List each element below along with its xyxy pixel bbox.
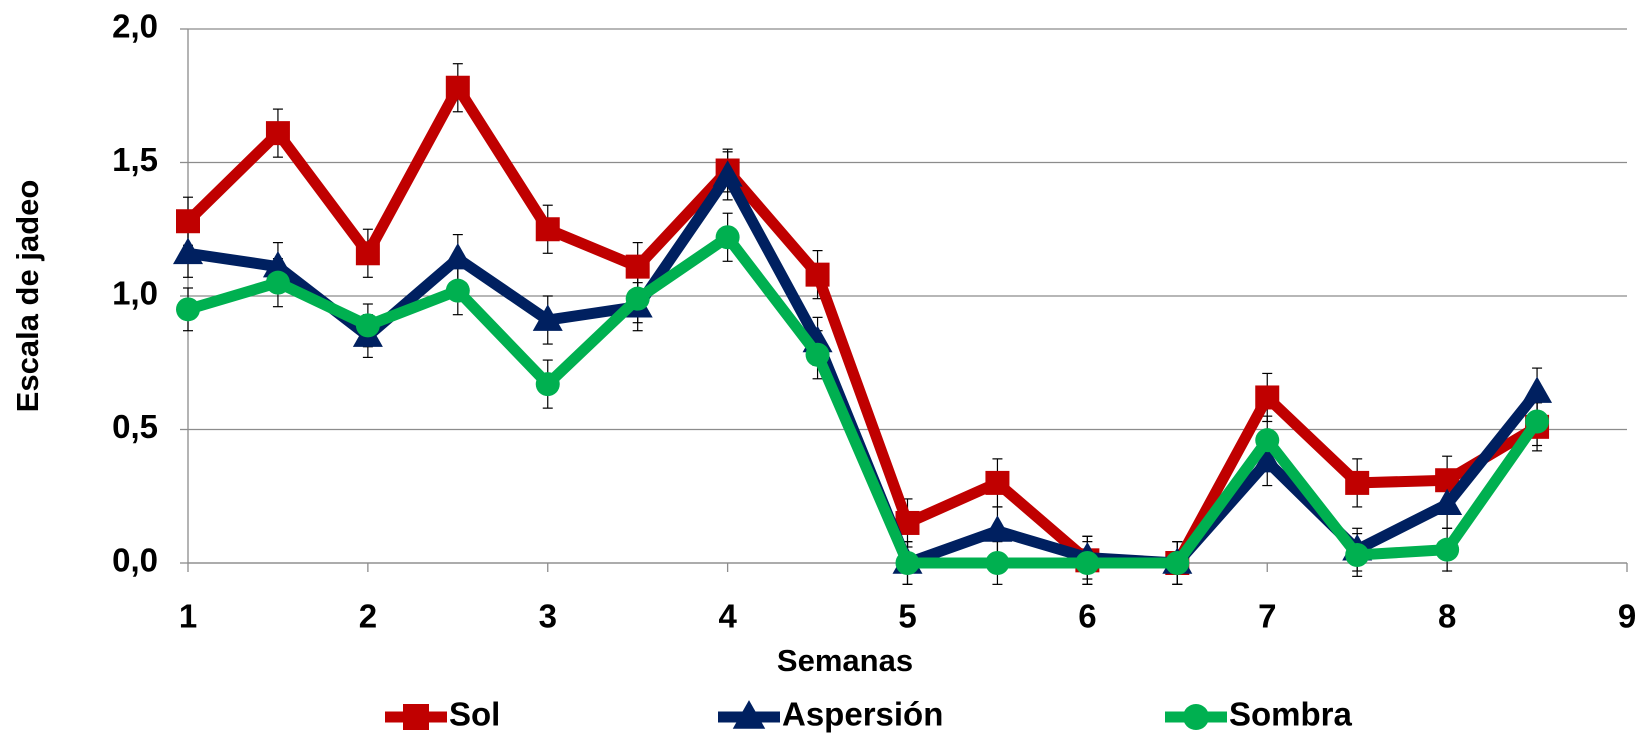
data-point	[1255, 428, 1280, 453]
data-point	[265, 121, 290, 146]
x-axis-title: Semanas	[777, 643, 913, 678]
series-line	[187, 170, 1542, 569]
x-tick-label: 9	[1618, 598, 1636, 635]
data-point	[1525, 409, 1550, 434]
data-point	[982, 515, 1013, 542]
data-point	[176, 297, 200, 322]
y-tick-label: 0,0	[112, 542, 158, 579]
data-point	[445, 75, 470, 100]
legend-label: Sol	[449, 696, 500, 733]
legend-label: Sombra	[1229, 696, 1353, 733]
data-point	[262, 251, 293, 278]
x-tick-label: 8	[1438, 598, 1456, 635]
data-point	[535, 372, 560, 397]
x-tick-label: 5	[898, 598, 916, 635]
data-point	[625, 254, 650, 279]
y-tick-label: 0,5	[112, 408, 158, 445]
data-point	[1252, 445, 1283, 473]
legend-swatch-marker	[1183, 704, 1209, 730]
data-point	[355, 313, 380, 338]
x-tick-label: 4	[718, 598, 737, 635]
data-point	[1345, 542, 1370, 567]
legend-swatch-marker	[732, 700, 766, 729]
data-point	[715, 225, 740, 250]
data-point	[176, 209, 200, 234]
x-tick-label: 6	[1078, 598, 1096, 635]
data-point	[355, 241, 380, 266]
data-point	[985, 470, 1010, 495]
y-axis-title: Escala de jadeo	[10, 180, 45, 413]
data-point	[1075, 551, 1100, 575]
y-tick-label: 1,0	[112, 275, 158, 312]
data-point	[442, 243, 473, 270]
data-point	[1435, 537, 1460, 562]
series-line	[184, 82, 1540, 569]
data-point	[985, 551, 1010, 575]
data-point	[625, 286, 650, 311]
legend-label: Aspersión	[782, 696, 943, 733]
data-point	[895, 551, 920, 575]
x-tick-label: 2	[359, 598, 377, 635]
y-tick-label: 2,0	[112, 8, 158, 45]
data-point	[712, 160, 743, 187]
data-point	[445, 278, 470, 303]
series-line	[186, 231, 1542, 569]
x-tick-label: 1	[179, 598, 197, 635]
data-point	[1432, 488, 1463, 516]
data-point	[535, 217, 560, 242]
x-tick-label: 3	[539, 598, 557, 635]
data-point	[1255, 385, 1280, 410]
data-point	[1522, 376, 1553, 403]
data-point	[1165, 551, 1190, 575]
legend-swatch-marker	[403, 704, 429, 730]
data-point	[173, 237, 203, 265]
data-point	[265, 270, 290, 295]
data-point	[805, 262, 830, 287]
data-point	[532, 304, 563, 331]
y-tick-label: 1,5	[112, 141, 158, 178]
data-point	[1345, 470, 1370, 495]
x-tick-label: 7	[1258, 598, 1276, 635]
data-point	[805, 342, 830, 367]
